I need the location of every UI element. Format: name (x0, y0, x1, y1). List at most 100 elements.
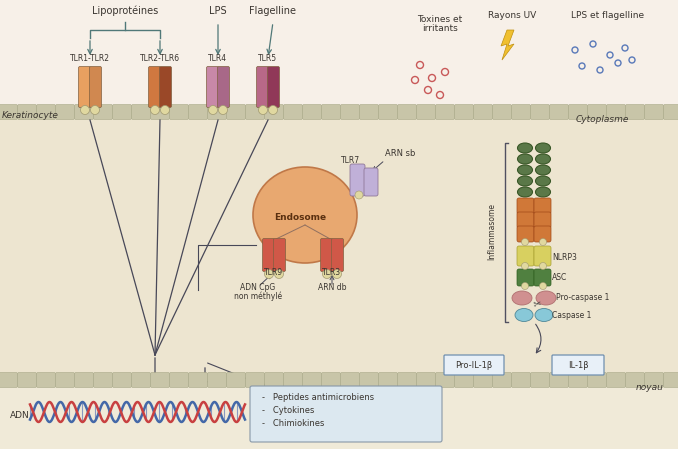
FancyBboxPatch shape (397, 373, 416, 387)
FancyBboxPatch shape (340, 105, 359, 119)
FancyBboxPatch shape (226, 105, 245, 119)
Text: non méthylé: non méthylé (234, 291, 282, 301)
Ellipse shape (517, 154, 532, 164)
Ellipse shape (512, 291, 532, 305)
FancyBboxPatch shape (245, 373, 264, 387)
FancyBboxPatch shape (302, 105, 321, 119)
FancyBboxPatch shape (416, 105, 435, 119)
FancyBboxPatch shape (645, 373, 664, 387)
FancyBboxPatch shape (132, 373, 151, 387)
Text: TLR1-TLR2: TLR1-TLR2 (70, 54, 110, 63)
FancyBboxPatch shape (549, 105, 568, 119)
Bar (0, 108, 678, 393)
Circle shape (521, 238, 528, 246)
FancyBboxPatch shape (264, 105, 283, 119)
Circle shape (258, 106, 268, 114)
FancyBboxPatch shape (568, 373, 588, 387)
FancyBboxPatch shape (332, 238, 344, 272)
Ellipse shape (536, 187, 551, 197)
Text: TLR2-TLR6: TLR2-TLR6 (140, 54, 180, 63)
FancyBboxPatch shape (0, 105, 18, 119)
Text: noyau: noyau (636, 383, 664, 392)
FancyBboxPatch shape (664, 105, 678, 119)
Text: -   Peptides antimicrobiens: - Peptides antimicrobiens (262, 393, 374, 402)
Text: irritants: irritants (422, 24, 458, 33)
FancyBboxPatch shape (607, 373, 626, 387)
FancyBboxPatch shape (378, 373, 397, 387)
FancyBboxPatch shape (321, 238, 332, 272)
FancyBboxPatch shape (302, 373, 321, 387)
FancyBboxPatch shape (321, 373, 340, 387)
FancyBboxPatch shape (492, 373, 511, 387)
FancyBboxPatch shape (517, 212, 534, 228)
FancyBboxPatch shape (283, 105, 302, 119)
Text: TLR9: TLR9 (264, 268, 283, 277)
Text: ARN sb: ARN sb (385, 149, 416, 158)
Text: Lipoprotéines: Lipoprotéines (92, 5, 158, 16)
FancyBboxPatch shape (0, 373, 18, 387)
FancyBboxPatch shape (37, 373, 56, 387)
FancyBboxPatch shape (552, 355, 604, 375)
FancyBboxPatch shape (588, 373, 607, 387)
Text: LPS et flagelline: LPS et flagelline (572, 11, 645, 20)
Circle shape (264, 269, 273, 278)
Text: ASC: ASC (552, 273, 567, 282)
FancyBboxPatch shape (268, 66, 279, 107)
FancyBboxPatch shape (530, 105, 549, 119)
Text: Flagelline: Flagelline (250, 6, 296, 16)
FancyBboxPatch shape (37, 105, 56, 119)
Text: Inflammasome: Inflammasome (487, 203, 496, 260)
FancyBboxPatch shape (226, 373, 245, 387)
Text: TLR4: TLR4 (208, 54, 228, 63)
FancyBboxPatch shape (444, 355, 504, 375)
Ellipse shape (536, 143, 551, 153)
FancyBboxPatch shape (94, 373, 113, 387)
Ellipse shape (515, 308, 533, 321)
FancyBboxPatch shape (273, 238, 285, 272)
Text: Pro-IL-1β: Pro-IL-1β (456, 361, 493, 370)
FancyBboxPatch shape (492, 105, 511, 119)
FancyBboxPatch shape (79, 66, 90, 107)
Ellipse shape (536, 291, 556, 305)
Text: -   Cytokines: - Cytokines (262, 406, 315, 415)
FancyBboxPatch shape (113, 105, 132, 119)
FancyBboxPatch shape (89, 66, 102, 107)
Text: NLRP3: NLRP3 (552, 252, 577, 261)
FancyBboxPatch shape (113, 373, 132, 387)
Ellipse shape (536, 154, 551, 164)
FancyBboxPatch shape (207, 66, 218, 107)
FancyBboxPatch shape (549, 373, 568, 387)
Circle shape (540, 282, 546, 290)
FancyBboxPatch shape (626, 105, 645, 119)
FancyBboxPatch shape (435, 373, 454, 387)
FancyBboxPatch shape (664, 373, 678, 387)
FancyBboxPatch shape (534, 246, 551, 266)
Text: Rayons UV: Rayons UV (488, 11, 536, 20)
Text: Cytoplasme: Cytoplasme (576, 115, 629, 124)
FancyBboxPatch shape (534, 198, 551, 214)
Text: Pro-caspase 1: Pro-caspase 1 (556, 294, 610, 303)
Text: ✂: ✂ (532, 298, 542, 309)
Text: Endosome: Endosome (274, 212, 326, 221)
FancyBboxPatch shape (364, 168, 378, 196)
FancyBboxPatch shape (188, 373, 207, 387)
FancyBboxPatch shape (148, 66, 161, 107)
FancyBboxPatch shape (350, 164, 365, 196)
FancyBboxPatch shape (151, 105, 170, 119)
Text: TLR5: TLR5 (258, 54, 277, 63)
FancyBboxPatch shape (435, 105, 454, 119)
Ellipse shape (517, 165, 532, 175)
Text: TLR3: TLR3 (323, 268, 342, 277)
FancyBboxPatch shape (454, 105, 473, 119)
FancyBboxPatch shape (18, 373, 37, 387)
FancyBboxPatch shape (416, 373, 435, 387)
Circle shape (355, 191, 363, 199)
FancyBboxPatch shape (207, 373, 226, 387)
FancyBboxPatch shape (170, 105, 188, 119)
FancyBboxPatch shape (378, 105, 397, 119)
Text: IL-1β: IL-1β (567, 361, 589, 370)
Text: ADN CpG: ADN CpG (241, 283, 276, 292)
FancyBboxPatch shape (517, 246, 534, 266)
FancyBboxPatch shape (454, 373, 473, 387)
FancyBboxPatch shape (534, 269, 551, 286)
